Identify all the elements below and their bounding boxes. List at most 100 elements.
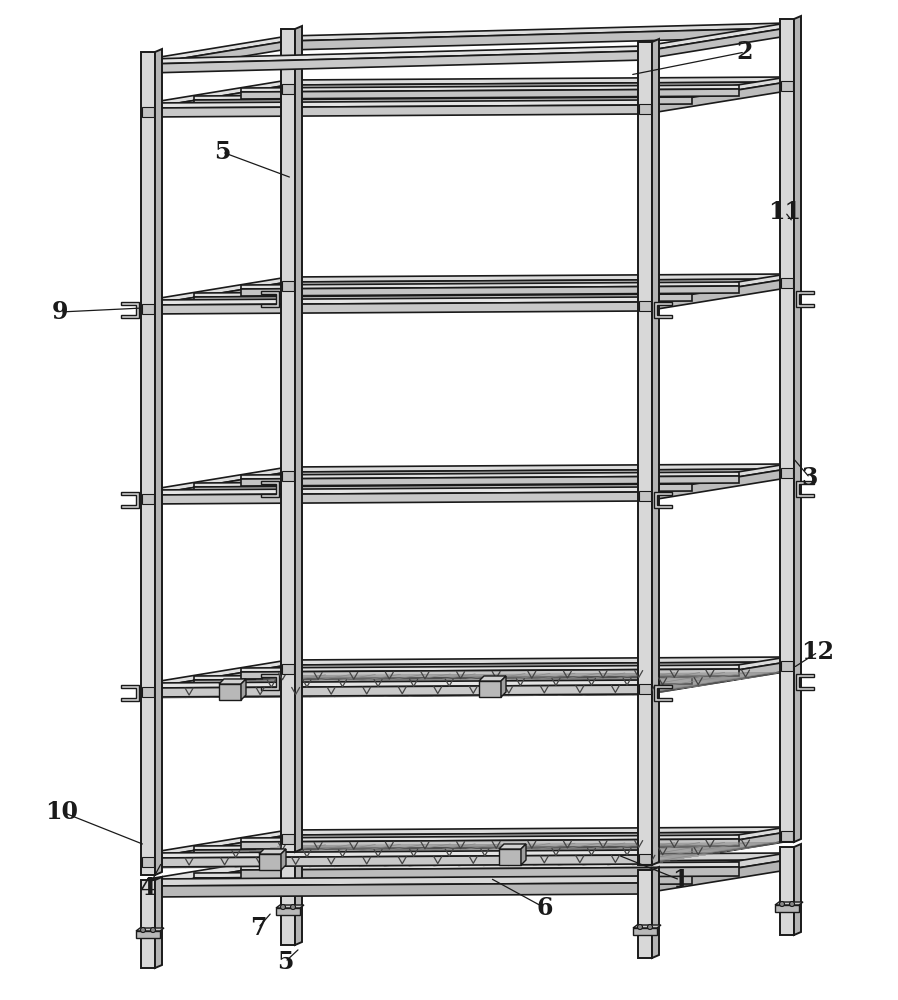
Polygon shape bbox=[148, 680, 645, 688]
Bar bbox=[282, 834, 294, 844]
Polygon shape bbox=[194, 484, 692, 494]
Polygon shape bbox=[148, 850, 645, 858]
Polygon shape bbox=[259, 849, 286, 854]
Polygon shape bbox=[794, 844, 801, 935]
Polygon shape bbox=[241, 476, 739, 486]
Polygon shape bbox=[148, 282, 288, 314]
Polygon shape bbox=[241, 867, 739, 879]
Polygon shape bbox=[194, 93, 692, 100]
Polygon shape bbox=[288, 279, 787, 291]
Polygon shape bbox=[241, 282, 739, 289]
Polygon shape bbox=[645, 23, 787, 51]
Polygon shape bbox=[148, 672, 787, 698]
Polygon shape bbox=[645, 274, 787, 302]
Bar bbox=[282, 471, 294, 481]
Bar bbox=[282, 281, 294, 291]
Polygon shape bbox=[148, 876, 645, 886]
Bar bbox=[639, 491, 651, 501]
Bar bbox=[781, 831, 793, 841]
Polygon shape bbox=[219, 679, 246, 684]
Polygon shape bbox=[288, 23, 787, 41]
Polygon shape bbox=[194, 294, 692, 304]
Polygon shape bbox=[148, 105, 645, 117]
Polygon shape bbox=[148, 835, 288, 867]
Polygon shape bbox=[194, 290, 692, 297]
Polygon shape bbox=[288, 274, 787, 282]
Polygon shape bbox=[121, 302, 139, 318]
Polygon shape bbox=[276, 905, 304, 908]
Polygon shape bbox=[148, 842, 787, 868]
Polygon shape bbox=[148, 51, 645, 73]
Polygon shape bbox=[288, 28, 787, 50]
Polygon shape bbox=[194, 673, 692, 680]
Circle shape bbox=[290, 904, 295, 910]
Bar bbox=[781, 661, 793, 671]
Polygon shape bbox=[241, 862, 739, 870]
Text: 4: 4 bbox=[140, 876, 156, 900]
Polygon shape bbox=[775, 902, 803, 905]
Polygon shape bbox=[148, 297, 645, 305]
Polygon shape bbox=[276, 908, 300, 915]
Polygon shape bbox=[645, 662, 787, 694]
Polygon shape bbox=[141, 880, 155, 968]
Polygon shape bbox=[794, 16, 801, 842]
Polygon shape bbox=[121, 685, 139, 701]
Polygon shape bbox=[499, 849, 521, 865]
Polygon shape bbox=[645, 657, 787, 685]
Polygon shape bbox=[645, 827, 787, 855]
Polygon shape bbox=[261, 291, 279, 307]
Polygon shape bbox=[654, 302, 672, 318]
Polygon shape bbox=[148, 856, 288, 886]
Circle shape bbox=[140, 928, 145, 932]
Polygon shape bbox=[288, 469, 787, 481]
Circle shape bbox=[151, 928, 155, 932]
Polygon shape bbox=[148, 46, 645, 64]
Polygon shape bbox=[638, 42, 652, 865]
Polygon shape bbox=[261, 674, 279, 690]
Bar bbox=[142, 304, 154, 314]
Polygon shape bbox=[288, 853, 787, 863]
Polygon shape bbox=[645, 469, 787, 501]
Polygon shape bbox=[148, 863, 288, 896]
Polygon shape bbox=[241, 839, 739, 849]
Text: 2: 2 bbox=[736, 40, 753, 64]
Polygon shape bbox=[148, 277, 288, 305]
Circle shape bbox=[789, 902, 795, 906]
Text: 7: 7 bbox=[250, 916, 266, 940]
Text: 6: 6 bbox=[537, 896, 553, 920]
Polygon shape bbox=[241, 472, 739, 479]
Polygon shape bbox=[638, 870, 652, 958]
Polygon shape bbox=[780, 19, 794, 842]
Polygon shape bbox=[155, 49, 162, 875]
Polygon shape bbox=[148, 660, 288, 688]
Polygon shape bbox=[288, 827, 787, 835]
Bar bbox=[781, 278, 793, 288]
Polygon shape bbox=[148, 85, 288, 117]
Polygon shape bbox=[796, 481, 814, 497]
Polygon shape bbox=[194, 843, 692, 850]
Polygon shape bbox=[645, 853, 787, 883]
Polygon shape bbox=[652, 867, 659, 958]
Circle shape bbox=[779, 902, 785, 906]
Polygon shape bbox=[148, 665, 288, 697]
Circle shape bbox=[638, 924, 642, 930]
Bar bbox=[639, 301, 651, 311]
Polygon shape bbox=[241, 835, 739, 842]
Polygon shape bbox=[645, 77, 787, 105]
Text: 10: 10 bbox=[46, 800, 78, 824]
Polygon shape bbox=[645, 464, 787, 492]
Bar bbox=[142, 494, 154, 504]
Polygon shape bbox=[155, 877, 162, 968]
Text: 9: 9 bbox=[52, 300, 68, 324]
Polygon shape bbox=[194, 97, 692, 107]
Polygon shape bbox=[521, 844, 526, 865]
Text: 11: 11 bbox=[769, 200, 802, 224]
Polygon shape bbox=[281, 857, 295, 945]
Polygon shape bbox=[148, 685, 645, 697]
Polygon shape bbox=[479, 681, 501, 697]
Polygon shape bbox=[652, 39, 659, 865]
Polygon shape bbox=[288, 860, 787, 874]
Text: 12: 12 bbox=[802, 640, 834, 664]
Polygon shape bbox=[241, 679, 246, 700]
Polygon shape bbox=[194, 677, 692, 687]
